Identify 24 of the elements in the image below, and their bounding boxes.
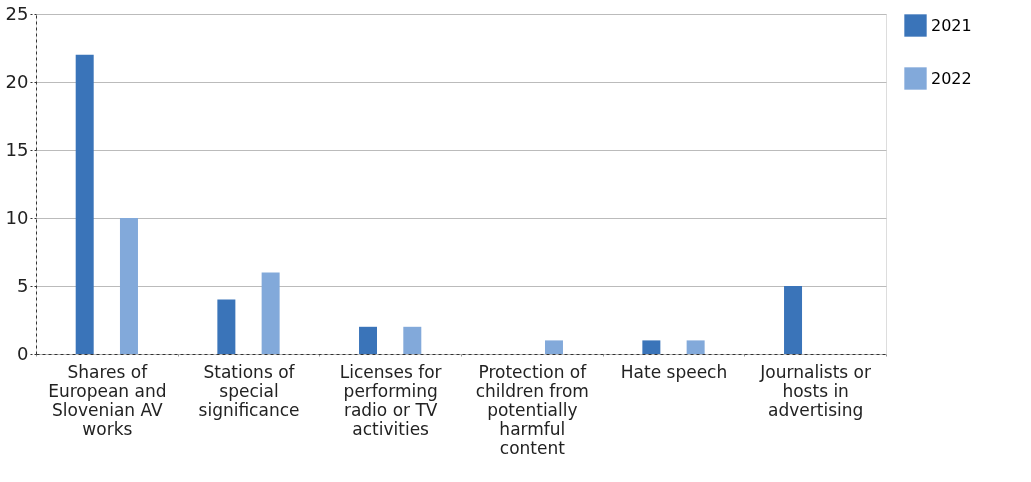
bar — [544, 340, 563, 354]
x-tick-label: Hate speech — [620, 361, 728, 382]
y-tick-label: 10 — [5, 206, 29, 228]
legend-label: 2022 — [931, 68, 972, 88]
x-tick-label: Stations of special significance — [198, 361, 300, 420]
bar — [119, 218, 138, 354]
legend-label: 2021 — [931, 15, 972, 35]
y-tick-label: 20 — [5, 70, 29, 92]
x-tick-label: Protection of children from potentially harmful content — [475, 361, 589, 458]
y-tick-label: 15 — [5, 138, 29, 160]
y-tick-label: 5 — [17, 274, 29, 296]
bar — [642, 340, 661, 354]
bar — [359, 326, 378, 354]
bar — [686, 340, 705, 354]
x-tick-label: Shares of European and Slovenian AV works — [48, 361, 167, 439]
y-tick-label: 25 — [5, 2, 29, 24]
x-tick-label: Journalists or hosts in advertising — [759, 361, 872, 420]
x-tick-label: Licenses for performing radio or TV activities — [339, 361, 442, 439]
bar — [261, 272, 280, 354]
bar — [75, 54, 94, 354]
bar — [784, 286, 803, 354]
y-tick-label: 0 — [17, 342, 29, 364]
bar — [403, 326, 422, 354]
bar — [217, 299, 236, 354]
